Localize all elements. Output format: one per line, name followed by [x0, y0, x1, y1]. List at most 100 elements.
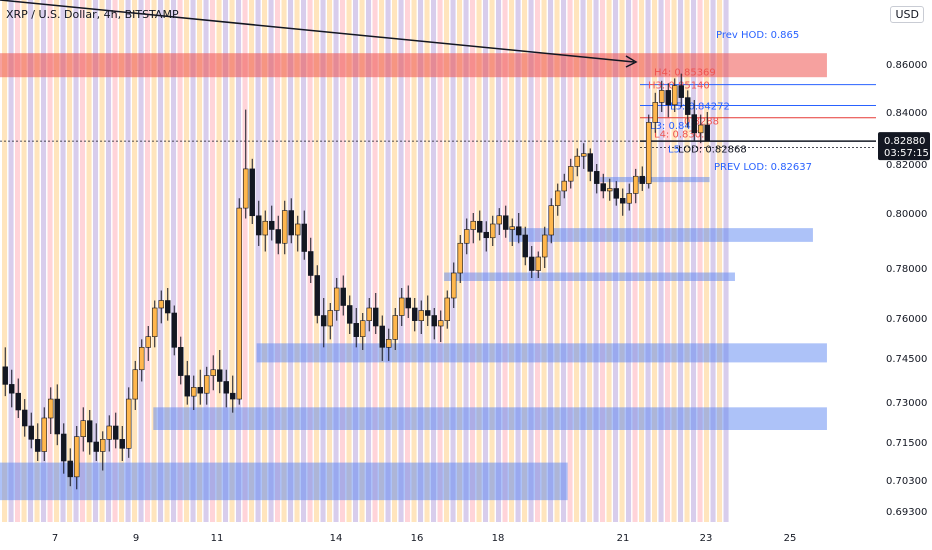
candle	[41, 407, 47, 461]
bull-candle-body	[132, 369, 138, 400]
session-stripe	[223, 0, 229, 522]
bear-candle-body	[217, 369, 223, 382]
candle	[626, 183, 632, 211]
candle	[171, 305, 177, 356]
candle	[366, 298, 372, 332]
bear-candle-body	[321, 315, 327, 327]
symbol-title[interactable]: XRP / U.S. Dollar, 4h, BITSTAMP	[6, 8, 179, 21]
candle	[28, 412, 34, 449]
candle	[230, 375, 236, 413]
bull-candle-body	[74, 436, 80, 478]
candle	[561, 173, 567, 199]
bear-candle-body	[223, 381, 229, 394]
session-stripe	[541, 0, 547, 522]
session-stripe	[717, 0, 723, 522]
session-stripe	[626, 0, 632, 522]
bear-candle-body	[347, 305, 353, 324]
candle	[340, 275, 346, 316]
candle	[314, 265, 320, 324]
bear-candle-body	[665, 90, 671, 106]
candle	[100, 431, 106, 471]
candle	[418, 300, 424, 334]
session-stripe	[444, 0, 450, 522]
bear-candle-body	[165, 300, 171, 314]
session-stripe	[424, 0, 430, 522]
session-stripe	[398, 0, 404, 522]
currency-badge[interactable]: USD	[890, 6, 924, 23]
session-stripe	[138, 0, 144, 522]
level-label-l4: L4: 0.830...	[654, 129, 711, 140]
candle	[594, 164, 600, 194]
bear-candle-body	[594, 171, 600, 184]
price-tick-label: 0.74500	[886, 354, 927, 365]
time-tick-label: 11	[211, 533, 224, 544]
bear-candle-body	[691, 114, 697, 134]
bear-candle-body	[353, 323, 359, 337]
bull-candle-body	[262, 220, 268, 236]
price-tick-label: 0.76000	[886, 314, 927, 325]
price-axis[interactable]: 0.86000 0.84000 0.82000 0.80000 0.78000 0.760…	[876, 0, 932, 550]
level-label-h4: H4: 0.85369	[654, 68, 716, 79]
candle	[431, 308, 437, 340]
session-stripe	[54, 0, 60, 522]
prev-lod-label: PREV LOD: 0.82637	[714, 162, 812, 173]
candle	[496, 208, 502, 235]
session-stripe	[80, 0, 86, 522]
price-tick-label: 0.73000	[886, 398, 927, 409]
bull-candle-body	[438, 320, 444, 327]
session-stripe	[392, 0, 398, 522]
candle	[132, 360, 138, 410]
bull-candle-body	[106, 425, 112, 440]
candle	[665, 83, 671, 118]
time-tick-label: 16	[411, 533, 424, 544]
session-stripe	[639, 0, 645, 522]
session-stripe	[652, 0, 658, 522]
session-stripe	[470, 0, 476, 522]
candle	[113, 412, 119, 449]
candle	[620, 188, 626, 216]
bull-candle-body	[360, 320, 366, 337]
session-stripe	[132, 0, 138, 522]
bear-candle-body	[678, 85, 684, 98]
bull-candle-body	[542, 234, 548, 258]
level-label-h_mid: 0.8288	[684, 116, 719, 127]
bull-candle-body	[464, 229, 470, 244]
session-stripe	[574, 0, 580, 522]
bear-candle-body	[373, 307, 379, 327]
bull-candle-body	[243, 168, 249, 209]
session-stripe	[249, 0, 255, 522]
bull-candle-body	[561, 180, 567, 192]
candle	[256, 200, 262, 246]
session-stripe	[697, 0, 703, 522]
candle	[15, 378, 21, 418]
bull-candle-body	[698, 124, 704, 134]
session-stripe	[678, 0, 684, 522]
demand-zone	[508, 228, 813, 242]
bear-candle-body	[2, 366, 8, 385]
session-stripe	[606, 0, 612, 522]
candle	[451, 262, 457, 308]
price-tick-label: 0.80000	[886, 209, 927, 220]
session-stripe	[366, 0, 372, 522]
session-stripe	[242, 0, 248, 522]
session-stripe	[437, 0, 443, 522]
candle	[516, 213, 522, 244]
session-stripe	[99, 0, 105, 522]
candle	[184, 360, 190, 405]
level-label-l3: L3: 0.84	[650, 121, 691, 132]
candle	[93, 423, 99, 461]
candle	[535, 251, 541, 278]
bull-candle-body	[158, 300, 164, 309]
candle	[126, 387, 132, 458]
candle	[412, 298, 418, 332]
candle	[347, 295, 353, 334]
bear-candle-body	[178, 347, 184, 376]
price-tick-label: 0.69300	[886, 507, 927, 518]
session-stripe	[327, 0, 333, 522]
candle	[529, 246, 535, 278]
time-axis[interactable]: 7 9 11 14 16 18 21 23 25	[0, 522, 876, 550]
bull-candle-body	[659, 90, 665, 103]
candle	[152, 300, 158, 348]
bull-candle-body	[451, 272, 457, 299]
